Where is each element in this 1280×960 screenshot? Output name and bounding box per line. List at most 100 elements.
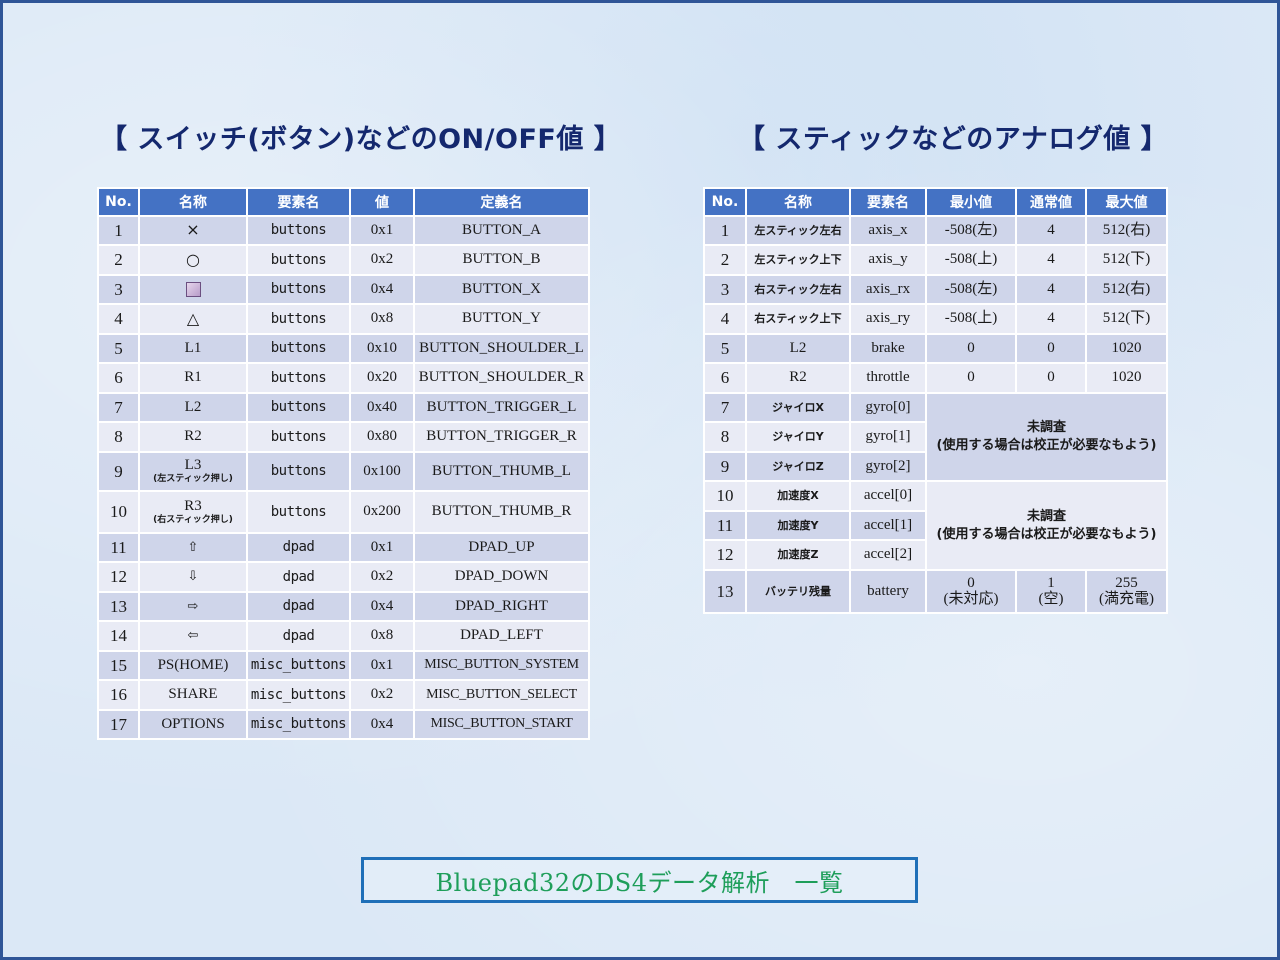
onoff-table: No. 名称 要素名 値 定義名 1 × buttons 0x1 BUTTON_… <box>97 187 590 740</box>
row-element: axis_x <box>849 215 927 246</box>
table-row: 10 R3 (右スティック押し) buttons 0x200 BUTTON_TH… <box>97 490 590 534</box>
table-row: 3 buttons 0x4 BUTTON_X <box>97 274 590 305</box>
table-row: 1 左スティック左右 axis_x -508(左) 4 512(右) <box>703 215 1168 246</box>
row-no: 13 <box>703 569 747 614</box>
row-element: buttons <box>246 215 351 246</box>
gyro-note-line1: 未調査 <box>1026 420 1066 436</box>
table-row: 11 ⇧ dpad 0x1 DPAD_UP <box>97 532 590 563</box>
row-element: axis_rx <box>849 274 927 305</box>
row-value: 0x2 <box>349 561 415 593</box>
row-no: 7 <box>703 392 747 423</box>
row-define: MISC_BUTTON_SYSTEM <box>413 650 590 681</box>
analog-table: No. 名称 要素名 最小値 通常値 最大値 1 左スティック左右 axis_x… <box>703 187 1168 614</box>
footer-title: Bluepad32のDS4データ解析 一覧 <box>435 868 844 897</box>
row-no: 14 <box>97 620 140 652</box>
row-no: 13 <box>97 591 140 622</box>
row-name: 左スティック上下 <box>745 244 851 276</box>
gyro-note-line2: (使用する場合は校正が必要なもよう) <box>936 438 1157 453</box>
row-element: gyro[0] <box>849 392 927 423</box>
row-max: 512(右) <box>1085 274 1168 305</box>
table-row: 9 L3 (左スティック押し) buttons 0x100 BUTTON_THU… <box>97 451 590 492</box>
header-element: 要素名 <box>246 187 351 217</box>
row-no: 16 <box>97 679 140 711</box>
row-min: -508(左) <box>925 215 1017 246</box>
row-no: 17 <box>97 709 140 740</box>
row-name: L3 <box>184 457 202 474</box>
table-row: 7 L2 buttons 0x40 BUTTON_TRIGGER_L <box>97 392 590 423</box>
row-element: dpad <box>246 620 351 652</box>
row-no: 3 <box>703 274 747 305</box>
row-min: 0 <box>925 333 1017 364</box>
row-define: MISC_BUTTON_SELECT <box>413 679 590 711</box>
table-row: 17 OPTIONS misc_buttons 0x4 MISC_BUTTON_… <box>97 709 590 740</box>
row-value: 0x1 <box>349 650 415 681</box>
table-row: 2 ○ buttons 0x2 BUTTON_B <box>97 244 590 276</box>
row-no: 4 <box>703 303 747 335</box>
row-min: 0 <box>967 574 975 591</box>
row-name: R3 <box>184 497 202 514</box>
row-normal: 4 <box>1015 274 1087 305</box>
row-name: 右スティック左右 <box>745 274 851 305</box>
footer-title-box: Bluepad32のDS4データ解析 一覧 <box>361 857 918 903</box>
row-no: 1 <box>703 215 747 246</box>
table-row: 11 加速度Y accel[1] <box>703 510 1167 541</box>
row-define: BUTTON_SHOULDER_R <box>413 362 590 394</box>
row-element: misc_buttons <box>246 650 351 681</box>
row-value: 0x10 <box>349 333 415 364</box>
table-row: 15 PS(HOME) misc_buttons 0x1 MISC_BUTTON… <box>97 650 590 681</box>
row-name-sub: (右スティック押し) <box>153 514 233 525</box>
table-row: 5 L2 brake 0 0 1020 <box>703 333 1168 364</box>
table-row: 2 左スティック上下 axis_y -508(上) 4 512(下) <box>703 244 1168 276</box>
row-max: 512(右) <box>1085 215 1168 246</box>
triangle-button-icon: △ <box>138 303 248 335</box>
row-element: throttle <box>849 362 927 394</box>
row-max: 512(下) <box>1085 244 1168 276</box>
row-name: PS(HOME) <box>138 650 248 681</box>
row-name: 加速度X <box>745 480 851 512</box>
row-name: L2 <box>138 392 248 423</box>
row-name: OPTIONS <box>138 709 248 740</box>
row-define: BUTTON_X <box>413 274 590 305</box>
row-element: accel[2] <box>849 539 927 571</box>
row-normal: 4 <box>1015 215 1087 246</box>
row-element: buttons <box>246 421 351 453</box>
accel-note-cell: 未調査 (使用する場合は校正が必要なもよう) <box>925 480 1168 571</box>
row-element: buttons <box>246 274 351 305</box>
row-name: L2 <box>745 333 851 364</box>
row-no: 3 <box>97 274 140 305</box>
table-row: 12 加速度Z accel[2] <box>703 539 1167 571</box>
header-name: 名称 <box>745 187 851 217</box>
row-name: 加速度Z <box>745 539 851 571</box>
table-row: 6 R2 throttle 0 0 1020 <box>703 362 1168 394</box>
row-no: 1 <box>97 215 140 246</box>
row-element: axis_y <box>849 244 927 276</box>
row-define: DPAD_UP <box>413 532 590 563</box>
row-value: 0x4 <box>349 274 415 305</box>
row-no: 11 <box>97 532 140 563</box>
row-max-cell: 255 (満充電) <box>1085 569 1168 614</box>
table-row: 3 右スティック左右 axis_rx -508(左) 4 512(右) <box>703 274 1168 305</box>
arrow-up-icon: ⇧ <box>138 532 248 563</box>
row-no: 4 <box>97 303 140 335</box>
row-element: accel[1] <box>849 510 927 541</box>
header-normal: 通常値 <box>1015 187 1087 217</box>
table-row: 9 ジャイロZ gyro[2] <box>703 451 1167 482</box>
row-no: 8 <box>703 421 747 453</box>
row-define: DPAD_RIGHT <box>413 591 590 622</box>
row-no: 5 <box>703 333 747 364</box>
row-define: BUTTON_TRIGGER_R <box>413 421 590 453</box>
row-normal: 1 <box>1047 574 1055 591</box>
row-name: SHARE <box>138 679 248 711</box>
row-normal: 4 <box>1015 303 1087 335</box>
header-no: No. <box>703 187 747 217</box>
row-value: 0x1 <box>349 532 415 563</box>
arrow-down-icon: ⇩ <box>138 561 248 593</box>
row-value: 0x8 <box>349 303 415 335</box>
row-max: 512(下) <box>1085 303 1168 335</box>
row-define: DPAD_LEFT <box>413 620 590 652</box>
table-row: 4 右スティック上下 axis_ry -508(上) 4 512(下) <box>703 303 1168 335</box>
row-define: BUTTON_B <box>413 244 590 276</box>
row-normal: 0 <box>1015 362 1087 394</box>
row-max: 1020 <box>1085 333 1168 364</box>
row-element: buttons <box>246 303 351 335</box>
